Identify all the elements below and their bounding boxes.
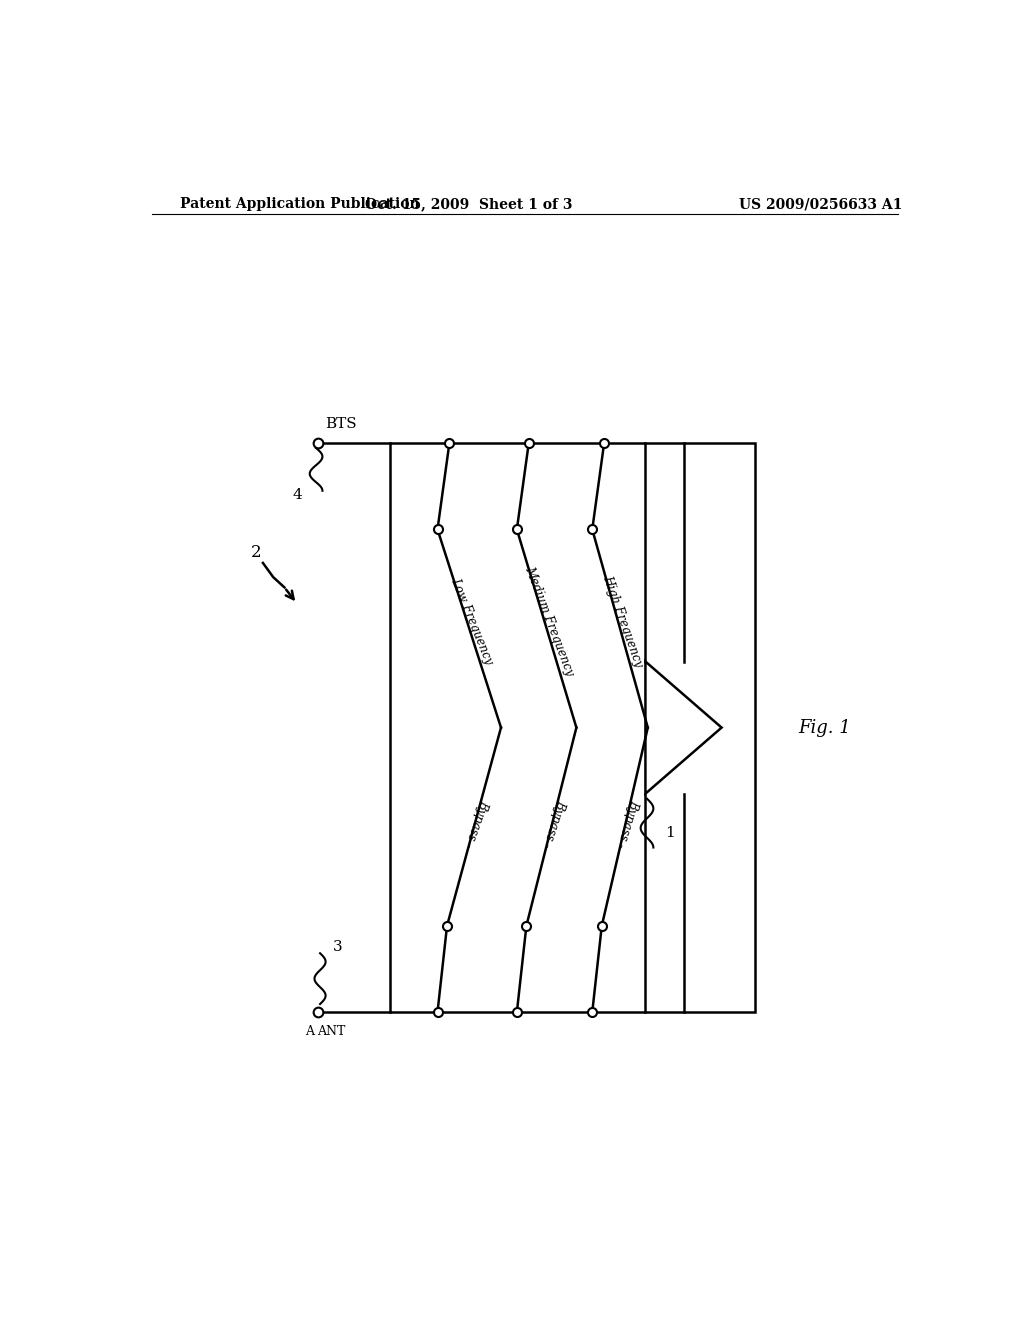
Text: Low Frequency: Low Frequency: [447, 576, 495, 667]
Text: Medium Frequency: Medium Frequency: [522, 565, 575, 677]
Text: BTS: BTS: [325, 417, 356, 430]
Text: High Frequency: High Frequency: [600, 573, 645, 669]
Text: Bypass -: Bypass -: [462, 799, 490, 849]
Text: Fig. 1: Fig. 1: [799, 718, 851, 737]
Text: 1: 1: [666, 826, 675, 841]
Text: Bypass -: Bypass -: [540, 799, 567, 849]
Text: A: A: [305, 1024, 314, 1038]
Text: 3: 3: [333, 940, 342, 954]
Text: Oct. 15, 2009  Sheet 1 of 3: Oct. 15, 2009 Sheet 1 of 3: [366, 197, 573, 211]
Text: 2: 2: [251, 544, 262, 561]
Text: Patent Application Publication: Patent Application Publication: [179, 197, 419, 211]
Text: ANT: ANT: [316, 1024, 345, 1038]
Text: 4: 4: [293, 488, 303, 502]
Bar: [390, 444, 755, 1012]
Text: Bypass -: Bypass -: [613, 797, 640, 849]
Text: US 2009/0256633 A1: US 2009/0256633 A1: [739, 197, 902, 211]
